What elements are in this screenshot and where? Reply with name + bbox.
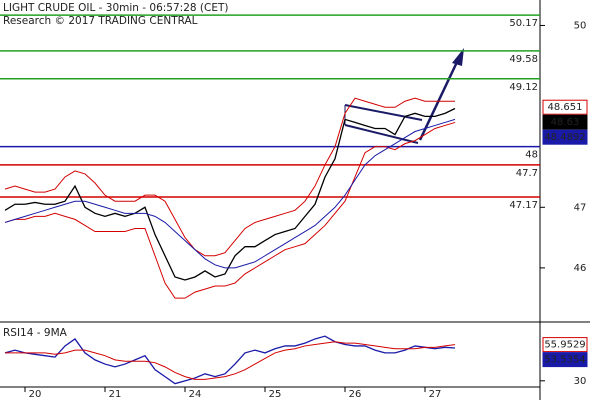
x-tick-label: 26 bbox=[349, 389, 362, 400]
price-tag bbox=[542, 352, 588, 368]
series-line bbox=[4, 118, 456, 269]
series-line bbox=[5, 341, 456, 380]
price-tag-label: 48.4892 bbox=[544, 132, 585, 143]
chart-title: LIGHT CRUDE OIL - 30min - 06:57:28 (CET) bbox=[3, 2, 228, 14]
level-label: 47.17 bbox=[509, 200, 538, 211]
chart-subtitle: Research © 2017 TRADING CENTRAL bbox=[3, 15, 198, 27]
series-line bbox=[4, 97, 455, 257]
arrow-head bbox=[452, 48, 464, 66]
level-label: 50.17 bbox=[509, 18, 538, 29]
price-tag bbox=[542, 337, 588, 353]
x-tick-label: 24 bbox=[189, 389, 202, 400]
level-label: 49.12 bbox=[509, 82, 538, 93]
price-tag bbox=[542, 114, 588, 130]
price-tag-label: 55.9529 bbox=[544, 340, 585, 351]
x-tick-label: 27 bbox=[429, 389, 442, 400]
price-tag-label: 48.651 bbox=[548, 102, 583, 113]
y-tick-label: 47 bbox=[574, 202, 587, 213]
level-label: 47.7 bbox=[516, 168, 538, 179]
price-tag bbox=[542, 99, 588, 115]
rsi-title: RSI14 - 9MA bbox=[3, 327, 68, 339]
series-line bbox=[4, 121, 456, 299]
series-line bbox=[4, 335, 456, 385]
y-tick-label: 30 bbox=[574, 376, 587, 387]
channel-line bbox=[344, 124, 419, 144]
price-tag-label: 53.5354 bbox=[544, 355, 585, 366]
level-label: 49.58 bbox=[509, 54, 538, 65]
y-tick-label: 46 bbox=[574, 263, 587, 274]
price-tag-label: 48.63 bbox=[551, 117, 580, 128]
x-tick-label: 25 bbox=[269, 389, 282, 400]
level-label: 48 bbox=[525, 150, 538, 161]
series-line bbox=[4, 107, 456, 281]
x-tick-label: 21 bbox=[109, 389, 122, 400]
x-tick-label: 20 bbox=[29, 389, 42, 400]
channel-line bbox=[344, 104, 423, 121]
price-tag bbox=[542, 129, 588, 145]
y-tick-label: 50 bbox=[574, 20, 587, 31]
